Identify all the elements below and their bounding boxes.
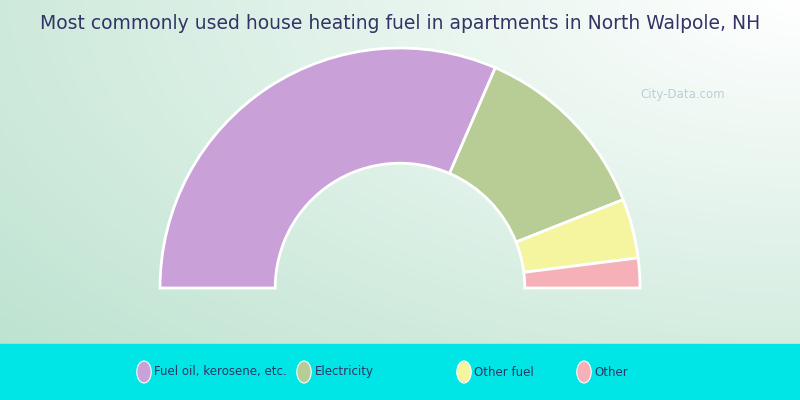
Wedge shape (450, 68, 623, 242)
Text: Other: Other (594, 366, 628, 378)
Text: Fuel oil, kerosene, etc.: Fuel oil, kerosene, etc. (154, 366, 287, 378)
Wedge shape (516, 200, 638, 272)
Wedge shape (160, 48, 495, 288)
Wedge shape (524, 258, 640, 288)
Text: Electricity: Electricity (314, 366, 374, 378)
Ellipse shape (457, 361, 471, 383)
Bar (0, 344, 800, 400)
Text: Most commonly used house heating fuel in apartments in North Walpole, NH: Most commonly used house heating fuel in… (40, 14, 760, 33)
Ellipse shape (577, 361, 591, 383)
Ellipse shape (297, 361, 311, 383)
Text: Other fuel: Other fuel (474, 366, 534, 378)
Ellipse shape (137, 361, 151, 383)
Text: City-Data.com: City-Data.com (640, 88, 725, 101)
